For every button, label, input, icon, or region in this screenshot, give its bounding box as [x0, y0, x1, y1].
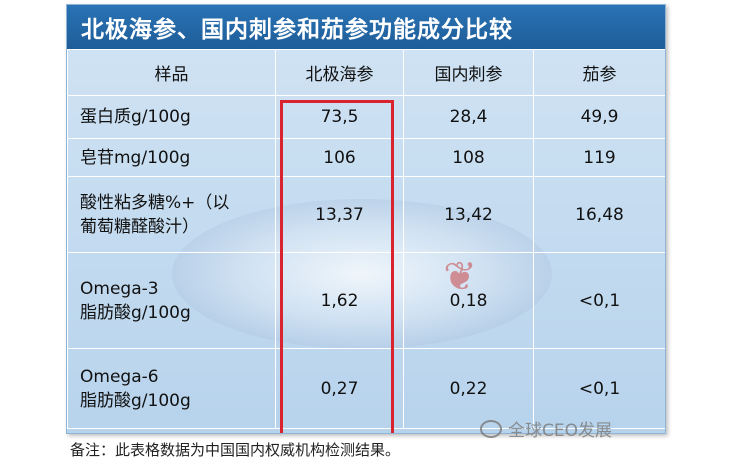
header-sample: 样品 — [67, 49, 276, 96]
footnote: 备注：此表格数据为中国国内权威机构检测结果。 — [70, 441, 401, 459]
cell-value: <0,1 — [533, 348, 665, 429]
row-label-line: Omega-3 — [80, 278, 159, 299]
row-label-line: 脂肪酸g/100g — [80, 302, 191, 323]
cell-value: 108 — [403, 138, 534, 177]
table-title: 北极海参、国内刺参和茄参功能成分比较 — [67, 5, 665, 49]
cell-value: 49,9 — [533, 95, 665, 139]
header-row: 样品 北极海参 国内刺参 茄参 — [67, 49, 665, 96]
cell-value: 1,62 — [275, 252, 404, 349]
cell-value: 28,4 — [403, 95, 534, 139]
table-row: 皂苷mg/100g 106 108 119 — [67, 138, 665, 177]
table-row: 酸性粘多糖%+（以 葡萄糖醛酸汁） 13,37 13,42 16,48 — [67, 176, 665, 253]
table-row: Omega-3 脂肪酸g/100g 1,62 0,18 <0,1 — [67, 252, 665, 349]
header-eggplant: 茄参 — [533, 49, 665, 96]
table-row: Omega-6 脂肪酸g/100g 0,27 0,22 <0,1 — [67, 348, 665, 429]
row-label: 蛋白质g/100g — [67, 95, 276, 139]
wechat-watermark: 全球CEO发展 — [480, 416, 612, 441]
table-row: 蛋白质g/100g 73,5 28,4 49,9 — [67, 95, 665, 139]
row-label-line: 酸性粘多糖%+（以 — [80, 192, 230, 213]
row-label-line: 脂肪酸g/100g — [80, 390, 191, 411]
row-label: 酸性粘多糖%+（以 葡萄糖醛酸汁） — [67, 176, 276, 253]
cell-value: 13,42 — [403, 176, 534, 253]
highlight-box — [280, 100, 394, 433]
cell-value: 16,48 — [533, 176, 665, 253]
header-arctic: 北极海参 — [275, 49, 404, 96]
wechat-icon — [480, 419, 502, 438]
row-label-line: Omega-6 — [80, 366, 159, 387]
table-body: ❦ 样品 北极海参 国内刺参 茄参 蛋白质g/100g 73,5 28,4 49… — [67, 49, 665, 433]
cell-value: 119 — [533, 138, 665, 177]
row-label: Omega-6 脂肪酸g/100g — [67, 348, 276, 429]
cell-value: 0,27 — [275, 348, 404, 429]
comparison-table-frame: 北极海参、国内刺参和茄参功能成分比较 ❦ 样品 北极海参 国内刺参 茄参 蛋白质… — [66, 4, 666, 434]
watermark-text: 全球CEO发展 — [508, 421, 612, 441]
row-label: Omega-3 脂肪酸g/100g — [67, 252, 276, 349]
comparison-table: 样品 北极海参 国内刺参 茄参 蛋白质g/100g 73,5 28,4 49,9… — [67, 49, 665, 429]
cell-value: 106 — [275, 138, 404, 177]
cell-value: 13,37 — [275, 176, 404, 253]
header-domestic: 国内刺参 — [403, 49, 534, 96]
row-label-line: 葡萄糖醛酸汁） — [80, 216, 199, 237]
cell-value: <0,1 — [533, 252, 665, 349]
row-label: 皂苷mg/100g — [67, 138, 276, 177]
cell-value: 0,18 — [403, 252, 534, 349]
